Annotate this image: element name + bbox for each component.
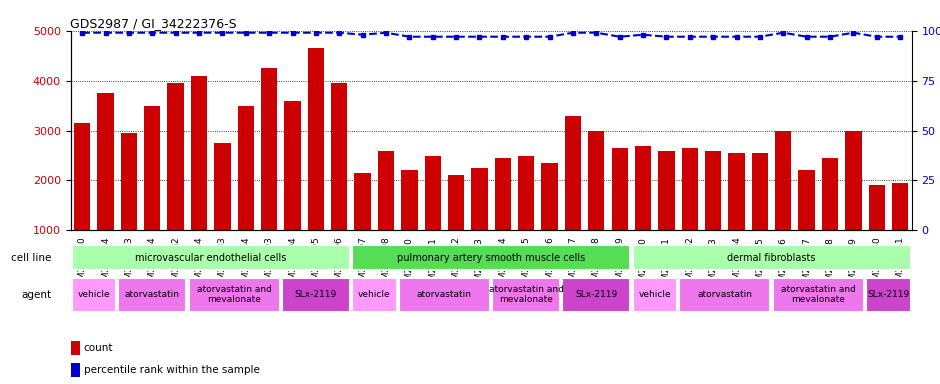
Bar [728, 153, 744, 280]
Bar [682, 148, 698, 280]
Bar [352, 278, 397, 312]
Bar [282, 278, 350, 312]
Bar [588, 131, 604, 280]
Text: SLx-2119: SLx-2119 [575, 290, 618, 299]
Bar [705, 151, 721, 280]
Text: count: count [84, 343, 113, 353]
Bar [634, 146, 651, 280]
Text: SLx-2119: SLx-2119 [868, 290, 910, 299]
Bar [399, 278, 490, 312]
Bar [845, 131, 862, 280]
Bar [378, 151, 394, 280]
Text: atorvastatin and
mevalonate: atorvastatin and mevalonate [196, 285, 272, 305]
Bar [71, 278, 116, 312]
Bar [680, 278, 771, 312]
Bar [562, 278, 630, 312]
Bar [284, 101, 301, 280]
Bar [118, 278, 186, 312]
Bar [869, 185, 885, 280]
Text: percentile rank within the sample: percentile rank within the sample [84, 365, 259, 375]
Text: dermal fibroblasts: dermal fibroblasts [728, 253, 816, 263]
Bar [776, 131, 791, 280]
Bar [307, 48, 324, 280]
Bar [191, 76, 207, 280]
Text: GDS2987 / GI_34222376-S: GDS2987 / GI_34222376-S [70, 17, 237, 30]
Bar [214, 143, 230, 280]
Bar [354, 173, 370, 280]
Bar [401, 170, 417, 280]
Bar [773, 278, 864, 312]
Bar [167, 83, 184, 280]
Bar [822, 158, 838, 280]
Text: atorvastatin and
mevalonate: atorvastatin and mevalonate [781, 285, 855, 305]
Bar [633, 245, 911, 270]
Bar [74, 123, 90, 280]
Bar [633, 278, 677, 312]
Bar [518, 156, 534, 280]
Bar [658, 151, 675, 280]
Bar [71, 363, 80, 377]
Text: SLx-2119: SLx-2119 [295, 290, 337, 299]
Bar [471, 168, 488, 280]
Bar [352, 245, 630, 270]
Bar [71, 341, 80, 355]
Bar [261, 68, 277, 280]
Text: atorvastatin: atorvastatin [125, 290, 180, 299]
Bar [752, 153, 768, 280]
Text: cell line: cell line [11, 253, 52, 263]
Text: vehicle: vehicle [358, 290, 391, 299]
Text: atorvastatin: atorvastatin [417, 290, 472, 299]
Bar [144, 106, 161, 280]
Bar [120, 133, 137, 280]
Bar [565, 116, 581, 280]
Text: pulmonary artery smooth muscle cells: pulmonary artery smooth muscle cells [397, 253, 586, 263]
Text: agent: agent [22, 290, 52, 300]
Bar [98, 93, 114, 280]
Text: vehicle: vehicle [638, 290, 671, 299]
Bar [798, 170, 815, 280]
Bar [892, 183, 908, 280]
Bar [493, 278, 560, 312]
Bar [867, 278, 911, 312]
Bar [541, 163, 557, 280]
Bar [425, 156, 441, 280]
Bar [238, 106, 254, 280]
Bar [71, 245, 350, 270]
Text: vehicle: vehicle [78, 290, 110, 299]
Text: atorvastatin: atorvastatin [697, 290, 752, 299]
Bar [189, 278, 280, 312]
Text: atorvastatin and
mevalonate: atorvastatin and mevalonate [489, 285, 564, 305]
Bar [331, 83, 348, 280]
Text: microvascular endothelial cells: microvascular endothelial cells [135, 253, 287, 263]
Bar [494, 158, 511, 280]
Bar [612, 148, 628, 280]
Bar [448, 175, 464, 280]
